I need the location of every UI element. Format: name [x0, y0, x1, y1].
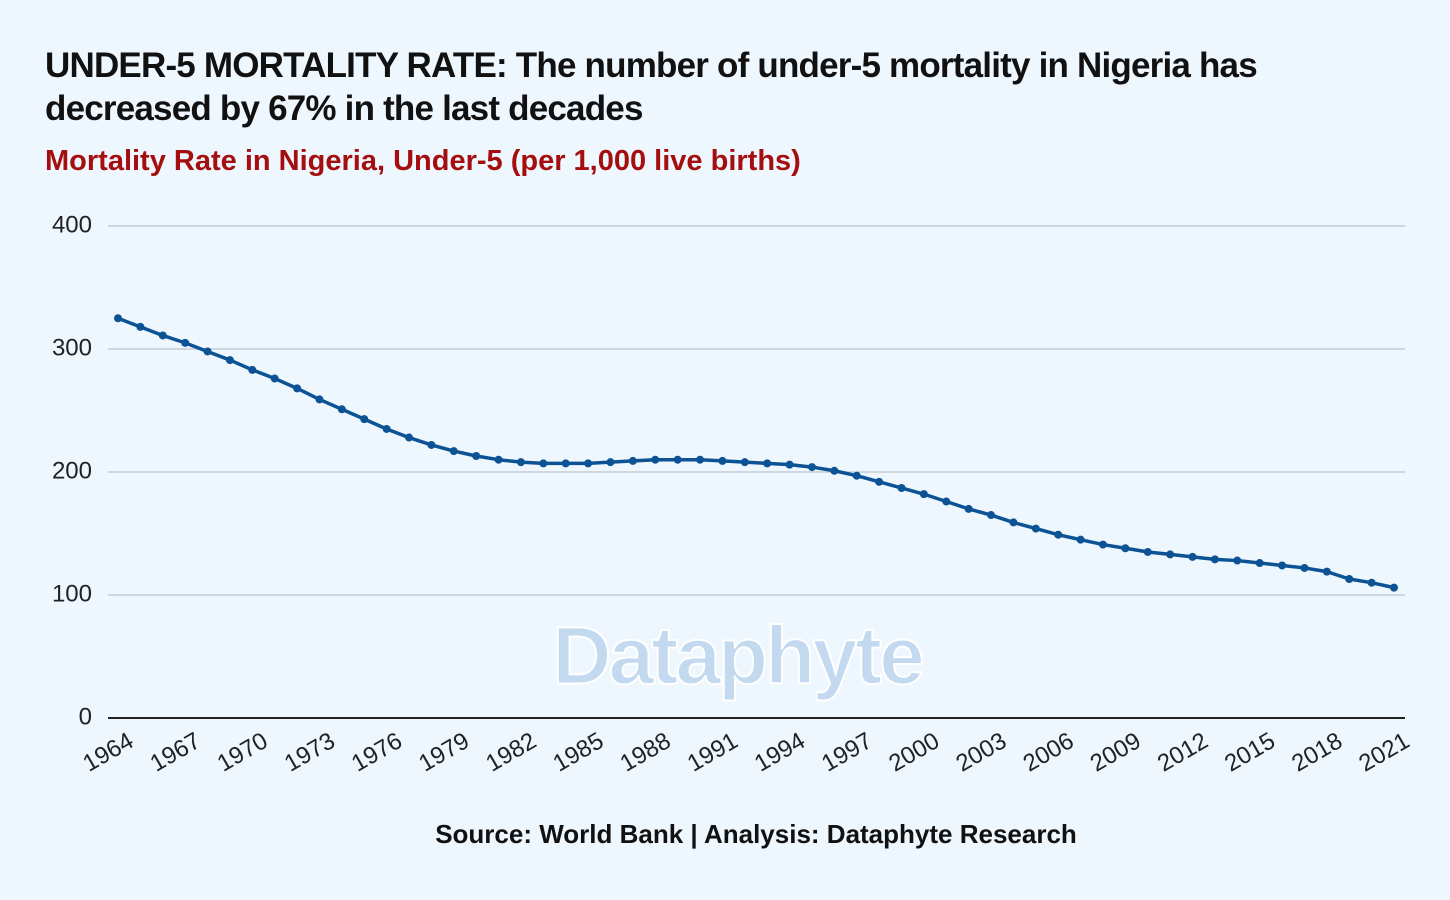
y-tick-label: 0: [79, 703, 92, 730]
point: [427, 440, 436, 449]
x-tick-label: 1976: [347, 727, 407, 777]
x-tick-label: 1994: [750, 727, 810, 777]
y-tick-label: 400: [52, 211, 92, 238]
point: [225, 356, 234, 365]
point: [1278, 561, 1287, 570]
point: [561, 459, 570, 468]
point: [1166, 550, 1175, 559]
point: [1367, 578, 1376, 587]
point: [606, 458, 615, 467]
point: [494, 455, 503, 464]
point: [696, 455, 705, 464]
point: [248, 365, 257, 374]
x-tick-label: 2012: [1153, 727, 1213, 777]
point: [1031, 524, 1040, 533]
point: [337, 405, 346, 414]
x-tick-label: 1985: [549, 727, 609, 777]
point: [1300, 563, 1309, 572]
point: [1076, 535, 1085, 544]
point: [763, 459, 772, 468]
point: [1188, 552, 1197, 561]
point: [830, 466, 839, 475]
x-tick-label: 1970: [213, 727, 273, 777]
point: [136, 322, 145, 331]
point: [718, 456, 727, 465]
line: [117, 316, 1395, 590]
y-tick-label: 200: [52, 457, 92, 484]
x-tick-label: 2021: [1354, 727, 1414, 777]
x-tick-label: 2006: [1019, 727, 1079, 777]
point: [181, 338, 190, 347]
x-tick-label: 1964: [78, 727, 138, 777]
x-tick-label: 2000: [884, 727, 944, 777]
point: [1143, 547, 1152, 556]
x-tick-label: 1997: [817, 727, 877, 777]
point: [1322, 567, 1331, 576]
point: [673, 455, 682, 464]
x-tick-label: 2015: [1220, 727, 1280, 777]
x-tick-label: 2003: [951, 727, 1011, 777]
x-tick-label: 1973: [280, 727, 340, 777]
point: [785, 460, 794, 469]
point: [1390, 583, 1398, 592]
y-tick-label: 300: [52, 334, 92, 361]
point: [315, 395, 324, 404]
x-tick-label: 1982: [481, 727, 541, 777]
x-tick-label: 1991: [683, 727, 743, 777]
point: [1121, 544, 1130, 553]
point: [539, 459, 548, 468]
point: [875, 477, 884, 486]
point: [1255, 559, 1264, 568]
point: [516, 458, 525, 467]
x-tick-label: 1979: [414, 727, 474, 777]
point: [942, 497, 951, 506]
point: [651, 455, 660, 464]
point: [897, 483, 906, 492]
x-tick-label: 2018: [1287, 727, 1347, 777]
source: Source: World Bank | Analysis: Dataphyte…: [435, 819, 1077, 849]
x-tick-label: 1967: [146, 727, 206, 777]
point: [472, 452, 481, 461]
watermark: Dataphyte: [552, 611, 922, 702]
point: [919, 490, 928, 499]
y-tick-label: 100: [52, 580, 92, 607]
point: [1009, 518, 1018, 527]
point: [158, 331, 167, 340]
point: [203, 347, 212, 356]
point: [114, 314, 122, 323]
point: [293, 384, 302, 393]
point: [807, 463, 816, 472]
point: [740, 458, 749, 467]
point: [1345, 575, 1354, 584]
point: [584, 459, 593, 468]
point: [449, 447, 458, 456]
chart-title: UNDER-5 MORTALITY RATE: The number of un…: [45, 46, 1258, 128]
point: [270, 374, 279, 383]
point: [1233, 556, 1242, 565]
point: [382, 424, 391, 433]
point: [1098, 540, 1107, 549]
point: [1210, 555, 1219, 564]
point: [852, 471, 861, 480]
point: [987, 511, 996, 520]
point: [405, 433, 414, 442]
chart-subtitle: Mortality Rate in Nigeria, Under-5 (per …: [45, 145, 801, 177]
point: [360, 415, 369, 424]
point: [1054, 530, 1063, 539]
x-tick-label: 1988: [616, 727, 676, 777]
point: [964, 504, 973, 513]
x-tick-label: 2009: [1086, 727, 1146, 777]
point: [628, 456, 637, 465]
